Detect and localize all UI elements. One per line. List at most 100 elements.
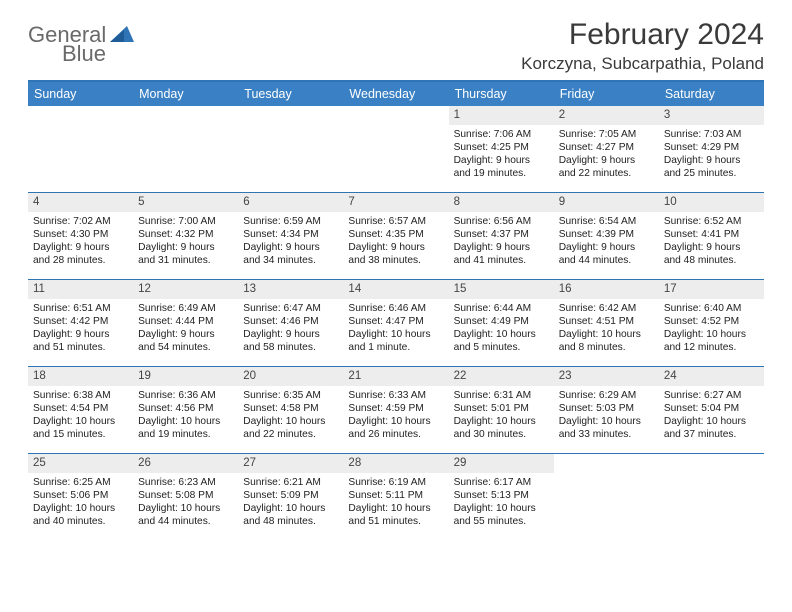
day-sunset: Sunset: 4:41 PM: [664, 228, 759, 241]
day-sunrise: Sunrise: 6:17 AM: [454, 476, 549, 489]
day-sunrise: Sunrise: 6:51 AM: [33, 302, 128, 315]
day-details: Sunrise: 6:47 AMSunset: 4:46 PMDaylight:…: [238, 299, 343, 358]
day-daylight2: and 34 minutes.: [243, 254, 338, 267]
day-sunset: Sunset: 4:39 PM: [559, 228, 654, 241]
day-daylight2: and 54 minutes.: [138, 341, 233, 354]
day-daylight2: and 1 minute.: [348, 341, 443, 354]
day-sunset: Sunset: 4:37 PM: [454, 228, 549, 241]
day-number: 4: [28, 193, 133, 212]
day-sunset: Sunset: 4:46 PM: [243, 315, 338, 328]
day-details: Sunrise: 6:36 AMSunset: 4:56 PMDaylight:…: [133, 386, 238, 445]
day-sunrise: Sunrise: 6:35 AM: [243, 389, 338, 402]
day-sunrise: Sunrise: 6:52 AM: [664, 215, 759, 228]
calendar-cell: 4Sunrise: 7:02 AMSunset: 4:30 PMDaylight…: [28, 193, 133, 279]
day-sunrise: Sunrise: 6:46 AM: [348, 302, 443, 315]
day-details: Sunrise: 6:52 AMSunset: 4:41 PMDaylight:…: [659, 212, 764, 271]
day-daylight2: and 37 minutes.: [664, 428, 759, 441]
day-daylight1: Daylight: 10 hours: [348, 328, 443, 341]
day-details: Sunrise: 6:59 AMSunset: 4:34 PMDaylight:…: [238, 212, 343, 271]
calendar-cell: 2Sunrise: 7:05 AMSunset: 4:27 PMDaylight…: [554, 106, 659, 192]
calendar-cell: 12Sunrise: 6:49 AMSunset: 4:44 PMDayligh…: [133, 280, 238, 366]
day-details: Sunrise: 6:27 AMSunset: 5:04 PMDaylight:…: [659, 386, 764, 445]
calendar-cell: 10Sunrise: 6:52 AMSunset: 4:41 PMDayligh…: [659, 193, 764, 279]
day-daylight2: and 44 minutes.: [138, 515, 233, 528]
day-daylight1: Daylight: 9 hours: [243, 328, 338, 341]
day-sunset: Sunset: 4:30 PM: [33, 228, 128, 241]
day-daylight1: Daylight: 10 hours: [559, 328, 654, 341]
day-sunset: Sunset: 5:03 PM: [559, 402, 654, 415]
day-number: 29: [449, 454, 554, 473]
calendar-cell: 22Sunrise: 6:31 AMSunset: 5:01 PMDayligh…: [449, 367, 554, 453]
day-number: 24: [659, 367, 764, 386]
day-number: 5: [133, 193, 238, 212]
day-daylight1: Daylight: 10 hours: [454, 328, 549, 341]
day-sunset: Sunset: 4:59 PM: [348, 402, 443, 415]
day-number: 19: [133, 367, 238, 386]
day-sunset: Sunset: 4:32 PM: [138, 228, 233, 241]
day-daylight2: and 30 minutes.: [454, 428, 549, 441]
day-details: Sunrise: 6:51 AMSunset: 4:42 PMDaylight:…: [28, 299, 133, 358]
day-daylight1: Daylight: 10 hours: [138, 502, 233, 515]
calendar-cell: 13Sunrise: 6:47 AMSunset: 4:46 PMDayligh…: [238, 280, 343, 366]
day-number: 8: [449, 193, 554, 212]
calendar-page: General Blue February 2024 Korczyna, Sub…: [0, 0, 792, 540]
day-daylight1: Daylight: 10 hours: [243, 415, 338, 428]
day-sunset: Sunset: 4:51 PM: [559, 315, 654, 328]
day-number: 18: [28, 367, 133, 386]
calendar-cell-empty: [659, 454, 764, 540]
day-daylight2: and 25 minutes.: [664, 167, 759, 180]
day-daylight1: Daylight: 10 hours: [664, 328, 759, 341]
day-daylight2: and 33 minutes.: [559, 428, 654, 441]
day-number: 20: [238, 367, 343, 386]
calendar-cell: 15Sunrise: 6:44 AMSunset: 4:49 PMDayligh…: [449, 280, 554, 366]
day-daylight2: and 51 minutes.: [348, 515, 443, 528]
month-title: February 2024: [521, 18, 764, 52]
day-daylight2: and 55 minutes.: [454, 515, 549, 528]
weekday-sun: Sunday: [28, 82, 133, 106]
day-details: Sunrise: 6:33 AMSunset: 4:59 PMDaylight:…: [343, 386, 448, 445]
day-sunset: Sunset: 4:54 PM: [33, 402, 128, 415]
day-daylight2: and 48 minutes.: [243, 515, 338, 528]
day-daylight2: and 51 minutes.: [33, 341, 128, 354]
day-sunrise: Sunrise: 7:03 AM: [664, 128, 759, 141]
day-sunset: Sunset: 4:52 PM: [664, 315, 759, 328]
day-daylight1: Daylight: 9 hours: [138, 328, 233, 341]
title-block: February 2024 Korczyna, Subcarpathia, Po…: [521, 18, 764, 74]
day-details: Sunrise: 6:42 AMSunset: 4:51 PMDaylight:…: [554, 299, 659, 358]
day-daylight1: Daylight: 10 hours: [243, 502, 338, 515]
day-sunset: Sunset: 5:06 PM: [33, 489, 128, 502]
day-sunrise: Sunrise: 7:06 AM: [454, 128, 549, 141]
day-sunrise: Sunrise: 6:25 AM: [33, 476, 128, 489]
day-daylight2: and 40 minutes.: [33, 515, 128, 528]
day-daylight1: Daylight: 10 hours: [33, 415, 128, 428]
calendar-cell: 1Sunrise: 7:06 AMSunset: 4:25 PMDaylight…: [449, 106, 554, 192]
day-number: 3: [659, 106, 764, 125]
calendar-grid: 1Sunrise: 7:06 AMSunset: 4:25 PMDaylight…: [28, 106, 764, 540]
day-details: Sunrise: 7:05 AMSunset: 4:27 PMDaylight:…: [554, 125, 659, 184]
day-details: Sunrise: 6:31 AMSunset: 5:01 PMDaylight:…: [449, 386, 554, 445]
brand-triangle-icon: [110, 24, 134, 49]
day-number: 14: [343, 280, 448, 299]
day-sunset: Sunset: 4:27 PM: [559, 141, 654, 154]
day-daylight2: and 44 minutes.: [559, 254, 654, 267]
day-number: 1: [449, 106, 554, 125]
day-details: Sunrise: 6:35 AMSunset: 4:58 PMDaylight:…: [238, 386, 343, 445]
calendar-cell: 5Sunrise: 7:00 AMSunset: 4:32 PMDaylight…: [133, 193, 238, 279]
brand-logo: General Blue: [28, 18, 134, 65]
calendar-cell: 28Sunrise: 6:19 AMSunset: 5:11 PMDayligh…: [343, 454, 448, 540]
day-sunset: Sunset: 4:35 PM: [348, 228, 443, 241]
calendar-cell: 7Sunrise: 6:57 AMSunset: 4:35 PMDaylight…: [343, 193, 448, 279]
day-details: Sunrise: 6:38 AMSunset: 4:54 PMDaylight:…: [28, 386, 133, 445]
day-details: Sunrise: 7:02 AMSunset: 4:30 PMDaylight:…: [28, 212, 133, 271]
day-sunset: Sunset: 4:49 PM: [454, 315, 549, 328]
calendar-cell: 29Sunrise: 6:17 AMSunset: 5:13 PMDayligh…: [449, 454, 554, 540]
day-daylight1: Daylight: 10 hours: [454, 502, 549, 515]
calendar-cell: 26Sunrise: 6:23 AMSunset: 5:08 PMDayligh…: [133, 454, 238, 540]
day-details: Sunrise: 6:23 AMSunset: 5:08 PMDaylight:…: [133, 473, 238, 532]
calendar-cell: 14Sunrise: 6:46 AMSunset: 4:47 PMDayligh…: [343, 280, 448, 366]
day-sunrise: Sunrise: 6:57 AM: [348, 215, 443, 228]
calendar-cell: 21Sunrise: 6:33 AMSunset: 4:59 PMDayligh…: [343, 367, 448, 453]
day-daylight1: Daylight: 9 hours: [664, 241, 759, 254]
weekday-header: Sunday Monday Tuesday Wednesday Thursday…: [28, 82, 764, 106]
day-number: 12: [133, 280, 238, 299]
